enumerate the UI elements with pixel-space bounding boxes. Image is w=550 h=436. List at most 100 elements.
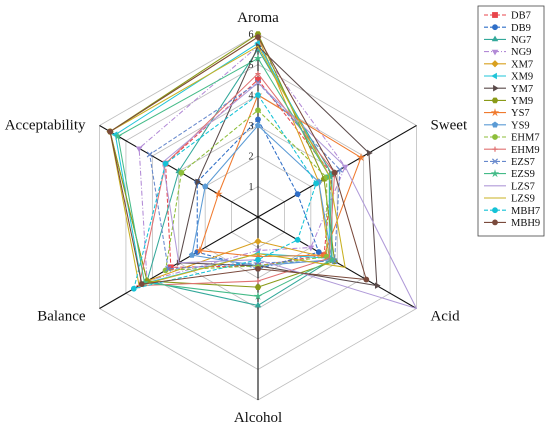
legend-item-ym9: YM9 — [484, 96, 533, 107]
legend-marker-ng9 — [491, 49, 499, 56]
legend-item-db9: DB9 — [484, 23, 531, 34]
legend-item-ys9: YS9 — [484, 120, 530, 131]
legend-item-ehm9: EHM9 — [484, 145, 540, 156]
legend-marker-mbh7 — [492, 207, 498, 214]
point-ehm9-aroma — [255, 71, 261, 77]
legend-item-ezs7: EZS7 — [484, 157, 535, 168]
legend-label-ezs9: EZS9 — [511, 169, 535, 180]
radar-ticks: 1 2 3 4 5 6 — [249, 30, 254, 194]
point-mbh9-balance — [138, 281, 145, 287]
point-ehm7-aroma — [255, 107, 261, 114]
series-xm9 — [111, 39, 332, 288]
point-ng9-acid — [307, 245, 315, 252]
point-db9-aroma — [255, 116, 261, 123]
legend-marker-ys9 — [491, 121, 499, 128]
point-mbh7-aroma — [255, 92, 261, 98]
point-ng9-acceptability — [135, 146, 143, 153]
legend-item-ys7: YS7 — [484, 108, 530, 119]
legend: DB7DB9NG7NG9XM7XM9YM7YM9YS7YS9EHM7EHM9EZ… — [477, 5, 545, 237]
legend-item-xm7: XM7 — [484, 59, 533, 70]
axis-spoke-acid — [257, 216, 417, 309]
tick-label-6: 6 — [249, 30, 254, 41]
legend-label-mbh7: MBH7 — [511, 206, 540, 217]
legend-label-ys9: YS9 — [511, 120, 530, 131]
legend-marker-db9 — [492, 24, 498, 31]
legend-label-lzs7: LZS7 — [511, 181, 535, 192]
legend-label-ym9: YM9 — [511, 96, 533, 107]
legend-marker-mbh9 — [492, 219, 498, 226]
legend-label-ys7: YS7 — [511, 108, 530, 119]
legend-marker-ehm9 — [492, 146, 498, 152]
legend-marker-ym7 — [493, 84, 499, 92]
point-ng7-alcohol — [254, 301, 262, 308]
series-line-ehm9 — [138, 73, 336, 287]
series-ehm7 — [162, 107, 330, 274]
legend-label-db7: DB7 — [511, 11, 531, 22]
legend-label-mbh9: MBH9 — [511, 218, 540, 229]
legend-item-ehm7: EHM7 — [484, 133, 540, 144]
point-ezs9-acid — [327, 255, 337, 264]
legend-label-xm7: XM7 — [511, 59, 533, 70]
point-mbh9-aroma — [255, 34, 261, 40]
series-line-lzs7 — [162, 82, 418, 310]
legend-marker-xm9 — [491, 72, 497, 80]
point-ys7-acceptability — [214, 189, 223, 198]
legend-label-xm9: XM9 — [511, 72, 533, 83]
legend-item-lzs9: LZS9 — [484, 194, 535, 205]
axis-label-sweet: Sweet — [430, 118, 467, 134]
point-db9-sweet — [294, 191, 301, 198]
axis-label-acceptability: Acceptability — [5, 118, 86, 134]
point-ym7-acceptability — [195, 178, 202, 186]
legend-label-db9: DB9 — [511, 23, 531, 34]
tick-label-5: 5 — [249, 60, 254, 71]
point-ys9-acceptability — [202, 183, 209, 190]
legend-label-ehm9: EHM9 — [511, 145, 540, 156]
radar-series — [106, 31, 418, 310]
point-ys9-balance — [188, 251, 196, 258]
legend-marker-xm7 — [491, 60, 499, 68]
legend-item-lzs7: LZS7 — [484, 181, 535, 192]
point-ehm9-alcohol — [255, 278, 261, 284]
point-ezs7-balance — [165, 265, 172, 272]
point-ezs7-acceptability — [146, 151, 153, 158]
series-mbh9 — [107, 34, 370, 287]
radar-axis-labels: Aroma Sweet Acid Alcohol Balance Acceptabilit… — [5, 10, 468, 426]
point-ym9-alcohol — [254, 284, 262, 290]
point-mbh9-alcohol — [255, 265, 261, 272]
axis-label-balance: Balance — [37, 309, 86, 325]
axis-label-acid: Acid — [430, 309, 460, 325]
point-mbh7-alcohol — [255, 256, 261, 263]
legend-marker-ehm7 — [492, 134, 498, 140]
legend-item-ng7: NG7 — [484, 35, 531, 46]
point-ezs9-acceptability — [113, 131, 123, 140]
legend-label-ng9: NG9 — [511, 47, 531, 58]
point-mbh9-acid — [363, 276, 370, 283]
legend-item-mbh7: MBH7 — [484, 206, 540, 217]
legend-item-ym7: YM7 — [484, 84, 533, 95]
series-line-db7 — [165, 79, 333, 268]
radar-grid — [99, 33, 417, 401]
series-ym9 — [106, 31, 338, 290]
tick-label-1: 1 — [249, 182, 254, 193]
point-ehm7-acceptability — [178, 169, 185, 176]
point-mbh7-sweet — [313, 180, 320, 187]
series-lzs7 — [162, 82, 418, 310]
legend-marker-db7 — [492, 12, 498, 18]
series-mbh7 — [130, 92, 320, 292]
legend-label-ng7: NG7 — [511, 35, 531, 46]
point-db9-acid — [315, 249, 322, 255]
point-xm7-alcohol — [254, 237, 262, 246]
legend-item-ng9: NG9 — [484, 47, 531, 58]
legend-marker-ezs7 — [491, 158, 499, 165]
point-ehm7-balance — [162, 267, 169, 274]
tick-label-4: 4 — [249, 91, 254, 102]
point-mbh9-sweet — [331, 169, 338, 176]
axis-label-aroma: Aroma — [237, 10, 279, 26]
point-mbh7-acid — [294, 236, 301, 243]
legend-items: DB7DB9NG7NG9XM7XM9YM7YM9YS7YS9EHM7EHM9EZ… — [484, 11, 540, 229]
legend-label-ym7: YM7 — [511, 84, 533, 95]
legend-item-db7: DB7 — [484, 11, 531, 22]
legend-marker-ezs9 — [490, 169, 500, 178]
point-ezs7-sweet — [336, 166, 343, 173]
